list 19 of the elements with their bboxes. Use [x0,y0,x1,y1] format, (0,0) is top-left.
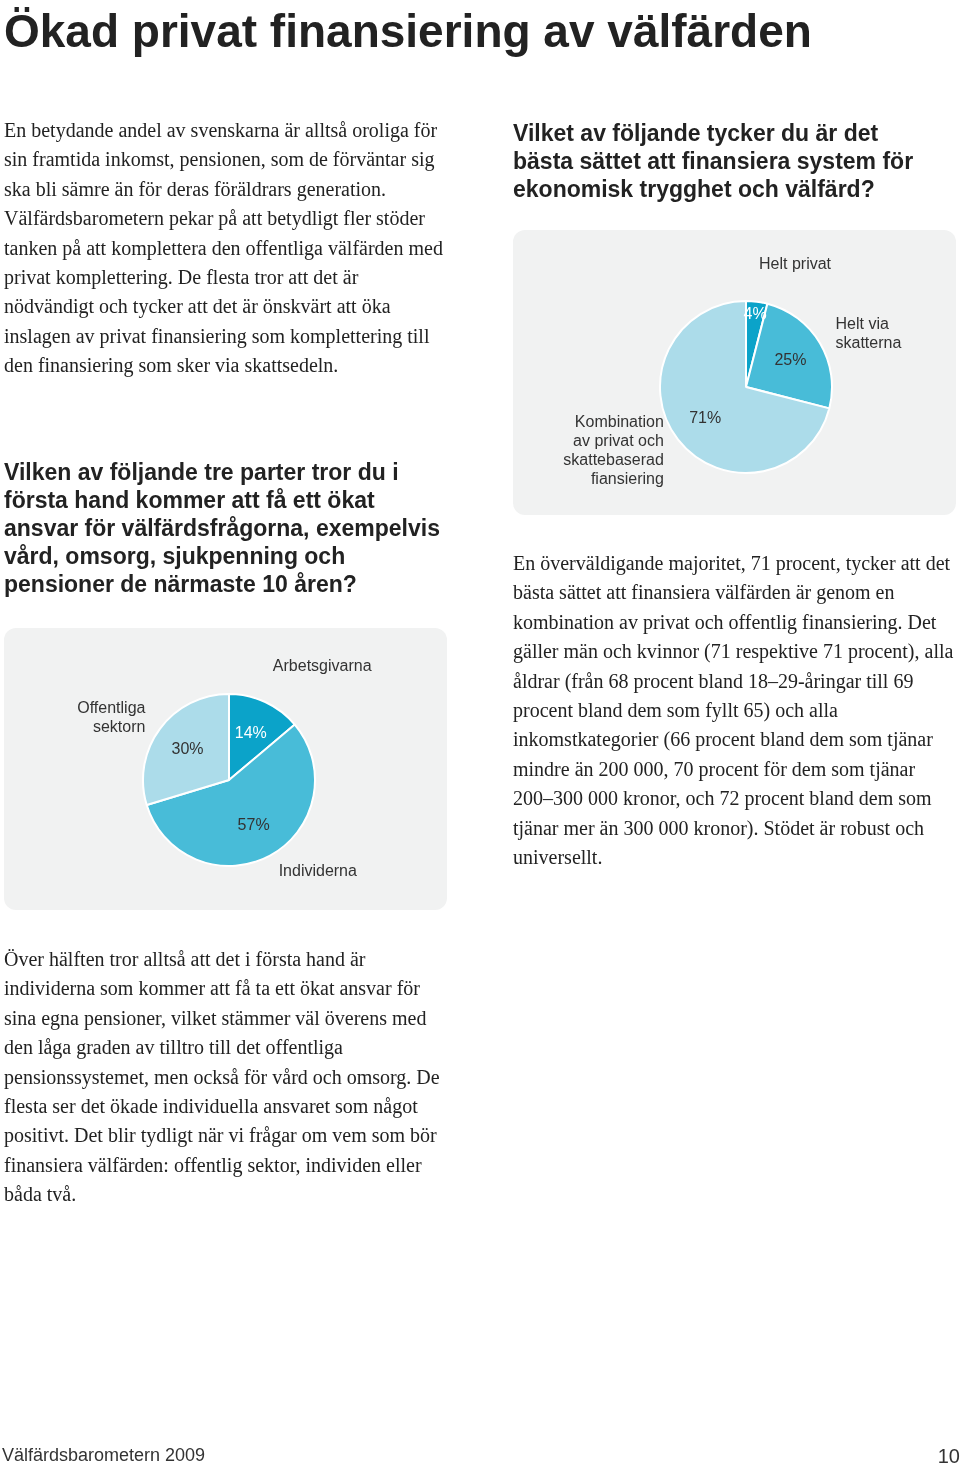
slice-label: Offentliga sektorn [77,698,146,735]
chart-title: Vilket av följande tycker du är det bästa sättet att finansiera system för ekonomisk trygghet och välfärd? [513,119,915,203]
data-label: 14% [234,723,267,741]
slice-label: Arbetsgivarna [272,657,372,675]
text: Välfärdsbarometern 2009 [2,1445,206,1466]
chart-title: Ökad privat finansiering av välfärden [4,4,812,59]
chart-subtitle: Vilken av följande tre parter tror du i första hand kommer att få ett ökat ansvar för välfärdsfrågorna, exempelvis vård, omsorg, sjukpenning och pensioner de närmaste 10 åren? [4,458,441,598]
text: 10 [937,1445,960,1467]
text: Över hälften tror alltså att det i första hand är individerna som kommer att få ta ett ökat ansvar för sina egna pensioner, vilket stämmer väl överens med den låga graden av tilltro till det offentliga pensionssystemet, men också för vård och omsorg. De flesta ser det ökade individuella ansvaret som något positivt. Det blir tydligt när vi frågar om vem som bör finansiera välfärden: offentlig sektor, individen eller båda två. [4,948,440,1206]
text: En betydande andel av svenskarna är alltså oroliga för sin framtida inkomst, pensionen, som de förväntar sig ska bli sämre än för deras föräldrars generation. Välfärdsbarometern pekar på att betydligt fler stöder tanken på att komplettera den offentliga välfärden med privat komplettering. De flesta tror att det är nödvändigt och tycker att det är önskvärt att öka inslagen av privat finansiering som komplettering till den finansiering som sker via skattsedeln. [4,119,443,377]
slice-label: Helt privat [759,255,832,273]
data-label: 71% [689,409,722,427]
slice-label: Kombination av privat och skattebaserad fiansiering [563,412,664,487]
text: En överväldigande majoritet, 71 procent, tycker att det bästa sättet att finansiera välfärden är genom en kombination av privat och offentlig finansiering. Det gäller män och kvinnor (71 respektive 71 procent), alla åldrar (från 68 procent bland 18–29-åringar till 69 procent bland dem som fyllt 65) och alla inkomstkategorier (66 procent bland dem som tjänar mindre än 200 000, 70 procent för dem som tjänar 200–300 000 kronor, och 72 procent bland dem som tjänar mer än 300 000 kronor). Stödet är robust och universellt. [513,552,954,869]
data-label: 25% [774,351,807,369]
slice-label: Helt via skatterna [835,314,902,351]
data-label: 30% [171,739,204,757]
data-label: 57% [237,815,270,833]
slice-label: Individerna [278,861,358,879]
